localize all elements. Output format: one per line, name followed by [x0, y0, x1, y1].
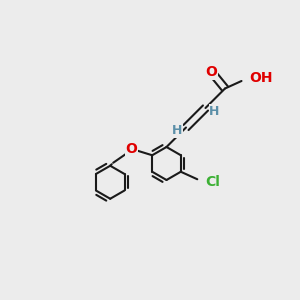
- Text: O: O: [125, 142, 137, 156]
- Text: O: O: [206, 65, 218, 79]
- Text: H: H: [209, 104, 220, 118]
- Text: H: H: [172, 124, 182, 137]
- Text: OH: OH: [249, 71, 272, 85]
- Text: Cl: Cl: [205, 175, 220, 189]
